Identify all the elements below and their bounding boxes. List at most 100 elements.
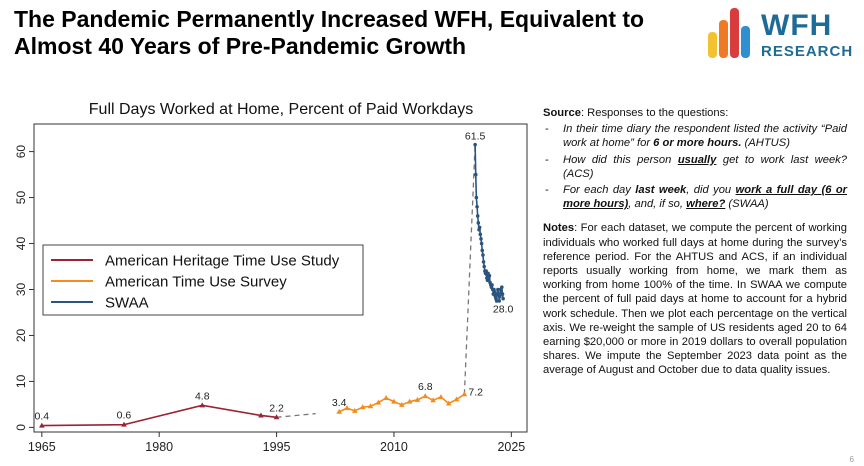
series-point-0	[121, 421, 127, 427]
series-point-1	[430, 397, 436, 403]
source-label: Source	[543, 107, 581, 119]
series-point-2	[474, 195, 479, 200]
question-swaa-tail: (SWAA)	[725, 198, 769, 211]
chart-title: Full Days Worked at Home, Percent of Pai…	[88, 101, 474, 118]
question-swaa: For each day last week, did you work a f…	[543, 183, 847, 211]
data-label: 7.2	[468, 386, 483, 398]
question-ahtus-tail: (AHTUS)	[741, 137, 790, 150]
series-point-1	[445, 400, 452, 406]
legend-label: American Heritage Time Use Study	[105, 253, 340, 270]
series-point-2	[487, 273, 492, 278]
logo-bar-4	[741, 26, 750, 58]
logo-bars-icon	[708, 8, 750, 58]
question-swaa-emphasis-1: last week	[635, 184, 687, 197]
question-swaa-mid: , did you	[686, 184, 736, 197]
x-tick-label: 1980	[145, 440, 173, 454]
y-tick-label: 20	[14, 328, 28, 342]
series-point-2	[500, 285, 504, 289]
data-label: 2.2	[269, 402, 284, 414]
series-point-2	[497, 299, 502, 303]
data-label: 0.6	[117, 410, 132, 422]
x-tick-label: 1965	[28, 440, 56, 454]
series-point-0	[258, 412, 264, 418]
series-point-2	[477, 225, 482, 230]
plot-frame	[33, 123, 528, 433]
question-acs: How did this person usually get to work …	[543, 153, 847, 181]
series-point-1	[414, 396, 421, 402]
data-label: 3.4	[332, 397, 347, 409]
x-tick-label: 2025	[497, 440, 525, 454]
series-point-0	[273, 414, 280, 420]
series-point-1	[391, 398, 397, 404]
dashed-gap-line	[463, 144, 476, 395]
series-point-0	[199, 402, 206, 408]
y-tick-label: 60	[14, 145, 28, 159]
source-intro-text: : Responses to the questions:	[580, 107, 729, 119]
series-point-2	[481, 253, 485, 257]
survey-question-list: In their time diary the respondent liste…	[543, 122, 847, 211]
series-point-2	[475, 214, 480, 218]
series-point-2	[498, 294, 502, 299]
y-tick-label: 50	[14, 191, 28, 205]
series-point-2	[473, 172, 478, 177]
data-label: 4.8	[195, 390, 210, 402]
data-label: 61.5	[465, 131, 486, 143]
series-point-2	[481, 260, 486, 264]
series-point-1	[406, 398, 413, 404]
series-line-0	[41, 404, 277, 427]
series-point-2	[500, 292, 505, 296]
series-point-1	[438, 394, 444, 400]
logo-wordmark-research: RESEARCH	[761, 43, 854, 60]
series-point-1	[422, 393, 429, 399]
question-swaa-emphasis-2: work a full day (6 or more hours)	[563, 184, 848, 211]
question-acs-text: How did this person	[563, 153, 678, 166]
y-tick-label: 10	[14, 374, 28, 388]
series-point-2	[492, 289, 497, 294]
series-point-2	[482, 264, 486, 269]
series-point-1	[375, 399, 382, 405]
legend-label: American Time Use Survey	[105, 274, 287, 291]
series-point-2	[476, 221, 481, 225]
series-point-2	[490, 283, 494, 287]
question-swaa-emphasis-3: where?	[686, 198, 726, 211]
y-tick-label: 0	[14, 424, 28, 431]
logo-bar-1	[708, 32, 717, 58]
source-intro: Source: Responses to the questions:	[543, 106, 847, 120]
notes-paragraph: Notes: For each dataset, we compute the …	[543, 221, 847, 377]
question-swaa-text: For each day	[563, 184, 636, 197]
series-point-1	[453, 396, 460, 402]
series-point-1	[344, 405, 350, 411]
series-point-2	[479, 237, 483, 241]
data-label: 0.4	[35, 411, 50, 423]
legend-box	[42, 244, 364, 316]
data-label: 6.8	[418, 381, 433, 393]
notes-label: Notes	[543, 222, 575, 235]
notes-body: : For each dataset, we compute the perce…	[543, 222, 847, 377]
series-point-2	[479, 241, 484, 246]
question-ahtus-emphasis: 6 or more hours.	[653, 137, 742, 150]
question-ahtus: In their time diary the respondent liste…	[543, 122, 847, 150]
series-point-1	[461, 391, 468, 397]
series-point-2	[478, 232, 483, 237]
x-tick-label: 1995	[263, 440, 291, 454]
wfh-research-logo: WFH RESEARCH	[706, 6, 858, 64]
series-point-1	[398, 401, 405, 407]
series-point-1	[383, 394, 389, 400]
series-point-1	[352, 407, 358, 413]
series-point-2	[496, 287, 500, 292]
logo-bar-3	[730, 8, 739, 58]
series-point-1	[336, 408, 342, 414]
dashed-gap-line	[276, 412, 316, 418]
x-tick-label: 2010	[380, 440, 408, 454]
page-number: 6	[849, 455, 854, 464]
legend-label: SWAA	[105, 295, 149, 312]
slide-headline: The Pandemic Permanently Increased WFH, …	[14, 6, 645, 59]
question-acs-tail: get to work last week? (ACS)	[563, 153, 847, 180]
series-point-1	[367, 403, 374, 409]
y-tick-label: 30	[14, 282, 28, 296]
series-point-1	[359, 404, 366, 410]
source-notes-panel: Source: Responses to the questions: In t…	[543, 106, 847, 378]
series-point-0	[39, 422, 45, 428]
logo-bar-2	[719, 20, 728, 58]
question-acs-emphasis: usually	[677, 153, 717, 166]
